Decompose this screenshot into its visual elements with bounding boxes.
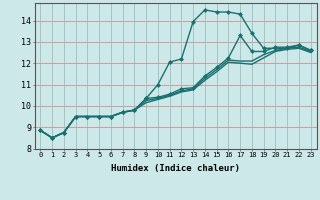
X-axis label: Humidex (Indice chaleur): Humidex (Indice chaleur) xyxy=(111,164,240,173)
